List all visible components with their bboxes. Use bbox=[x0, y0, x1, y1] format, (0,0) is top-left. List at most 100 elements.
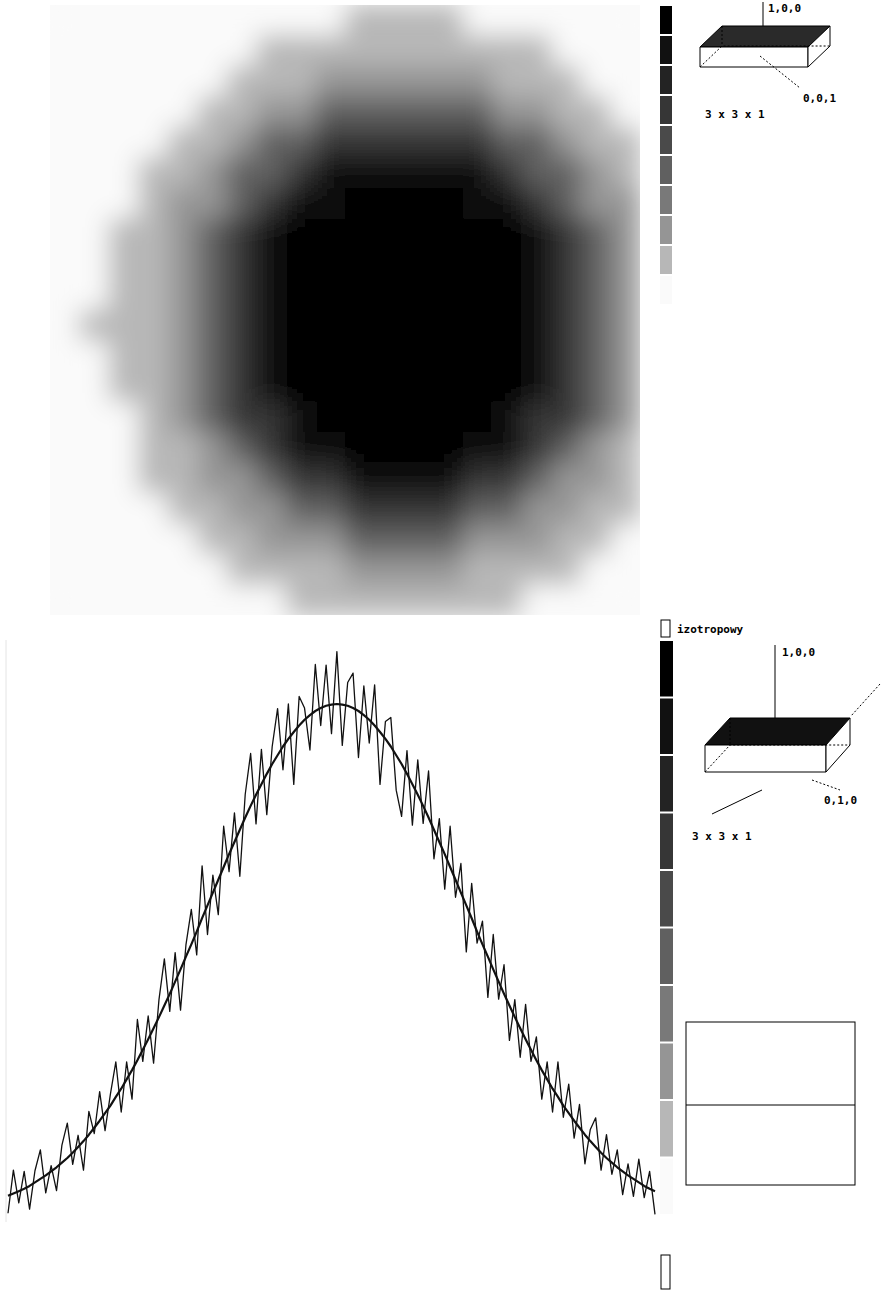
heatmap-cell bbox=[493, 463, 523, 494]
heatmap-cell bbox=[50, 127, 80, 158]
heatmap-cell bbox=[522, 493, 552, 524]
heatmap-cell bbox=[552, 280, 582, 311]
heatmap-cell bbox=[345, 402, 375, 433]
heatmap-cell bbox=[611, 493, 641, 524]
heatmap-cell bbox=[375, 127, 405, 158]
heatmap-cell bbox=[404, 402, 434, 433]
heatmap-cell bbox=[611, 219, 641, 250]
heatmap-cell bbox=[522, 402, 552, 433]
heatmap-cell bbox=[80, 493, 110, 524]
heatmap-cell bbox=[257, 188, 287, 219]
heatmap-cell bbox=[198, 402, 228, 433]
heatmap-cell bbox=[493, 188, 523, 219]
heatmap-cell bbox=[434, 432, 464, 463]
heatmap-cell bbox=[316, 188, 346, 219]
heatmap-cell bbox=[50, 402, 80, 433]
heatmap-cell bbox=[227, 310, 257, 341]
fit-line bbox=[8, 704, 655, 1196]
heatmap-cell bbox=[139, 97, 169, 128]
heatmap-cell bbox=[139, 36, 169, 67]
heatmap-cell bbox=[552, 341, 582, 372]
heatmap-cell bbox=[522, 97, 552, 128]
heatmap-cell bbox=[80, 36, 110, 67]
heatmap-cell bbox=[434, 463, 464, 494]
heatmap-cell bbox=[139, 371, 169, 402]
colorbar-segment bbox=[660, 699, 673, 755]
profile-box bbox=[686, 1022, 855, 1185]
heatmap-cell bbox=[522, 341, 552, 372]
heatmap-cell bbox=[80, 158, 110, 189]
heatmap-cell bbox=[375, 188, 405, 219]
heatmap-cell bbox=[316, 158, 346, 189]
box-side bbox=[808, 26, 830, 67]
heatmap-cell bbox=[611, 158, 641, 189]
heatmap-cell bbox=[316, 585, 346, 616]
heatmap-cell bbox=[168, 188, 198, 219]
heatmap-cell bbox=[286, 66, 316, 97]
heatmap-cell bbox=[80, 280, 110, 311]
heatmap-cell bbox=[375, 36, 405, 67]
heatmap-cell bbox=[581, 188, 611, 219]
heatmap-cell bbox=[463, 280, 493, 311]
heatmap-cell bbox=[493, 493, 523, 524]
heatmap-cell bbox=[50, 341, 80, 372]
heatmap-cell bbox=[227, 158, 257, 189]
heatmap-cell bbox=[257, 524, 287, 555]
axis-line bbox=[812, 780, 840, 790]
heatmap-cell bbox=[286, 585, 316, 616]
heatmap-cell bbox=[198, 432, 228, 463]
heatmap-cell bbox=[80, 524, 110, 555]
heatmap-cell bbox=[611, 554, 641, 585]
hidden-edge bbox=[700, 46, 830, 67]
heatmap-cell bbox=[50, 493, 80, 524]
heatmap-cell bbox=[404, 524, 434, 555]
heatmap-cell bbox=[198, 280, 228, 311]
heatmap-cell bbox=[286, 371, 316, 402]
heatmap-cell bbox=[463, 463, 493, 494]
heatmap-cell bbox=[434, 188, 464, 219]
heatmap-cell bbox=[345, 219, 375, 250]
heatmap-cell bbox=[168, 97, 198, 128]
heatmap-cell bbox=[375, 371, 405, 402]
heatmap-cell bbox=[50, 5, 80, 36]
heatmap-cell bbox=[345, 66, 375, 97]
heatmap-cell bbox=[139, 280, 169, 311]
heatmap-cell bbox=[139, 188, 169, 219]
heatmap-cell bbox=[434, 36, 464, 67]
heatmap-cell bbox=[286, 249, 316, 280]
heatmap-cell bbox=[316, 371, 346, 402]
profile-box-line bbox=[686, 1105, 855, 1106]
heatmap-cell bbox=[463, 493, 493, 524]
heatmap-cell bbox=[493, 5, 523, 36]
colorbar-segment bbox=[660, 929, 673, 985]
heatmap-cell bbox=[139, 432, 169, 463]
colorbar bbox=[660, 6, 672, 304]
heatmap-cell bbox=[493, 249, 523, 280]
heatmap-cell bbox=[168, 127, 198, 158]
heatmap-cell bbox=[463, 371, 493, 402]
heatmap-cell bbox=[493, 554, 523, 585]
heatmap-cell bbox=[404, 188, 434, 219]
heatmap-cell bbox=[198, 127, 228, 158]
heatmap-cell bbox=[463, 402, 493, 433]
heatmap-cell bbox=[345, 188, 375, 219]
heatmap-cell bbox=[611, 524, 641, 555]
heatmap-cell bbox=[50, 524, 80, 555]
heatmap-cell bbox=[168, 310, 198, 341]
heatmap-cell bbox=[316, 493, 346, 524]
heatmap-cell bbox=[493, 524, 523, 555]
heatmap-cell bbox=[375, 585, 405, 616]
heatmap-cell bbox=[345, 310, 375, 341]
heatmap-cell bbox=[50, 36, 80, 67]
heatmap-cell bbox=[375, 97, 405, 128]
heatmap-cell bbox=[581, 36, 611, 67]
heatmap-cell bbox=[316, 127, 346, 158]
heatmap-cell bbox=[493, 97, 523, 128]
plot-area bbox=[8, 652, 655, 1215]
box-top bbox=[705, 718, 850, 745]
heatmap-cell bbox=[286, 5, 316, 36]
heatmap-cell bbox=[581, 341, 611, 372]
heatmap-cell bbox=[463, 219, 493, 250]
heatmap-cell bbox=[316, 5, 346, 36]
heatmap-cell bbox=[522, 524, 552, 555]
